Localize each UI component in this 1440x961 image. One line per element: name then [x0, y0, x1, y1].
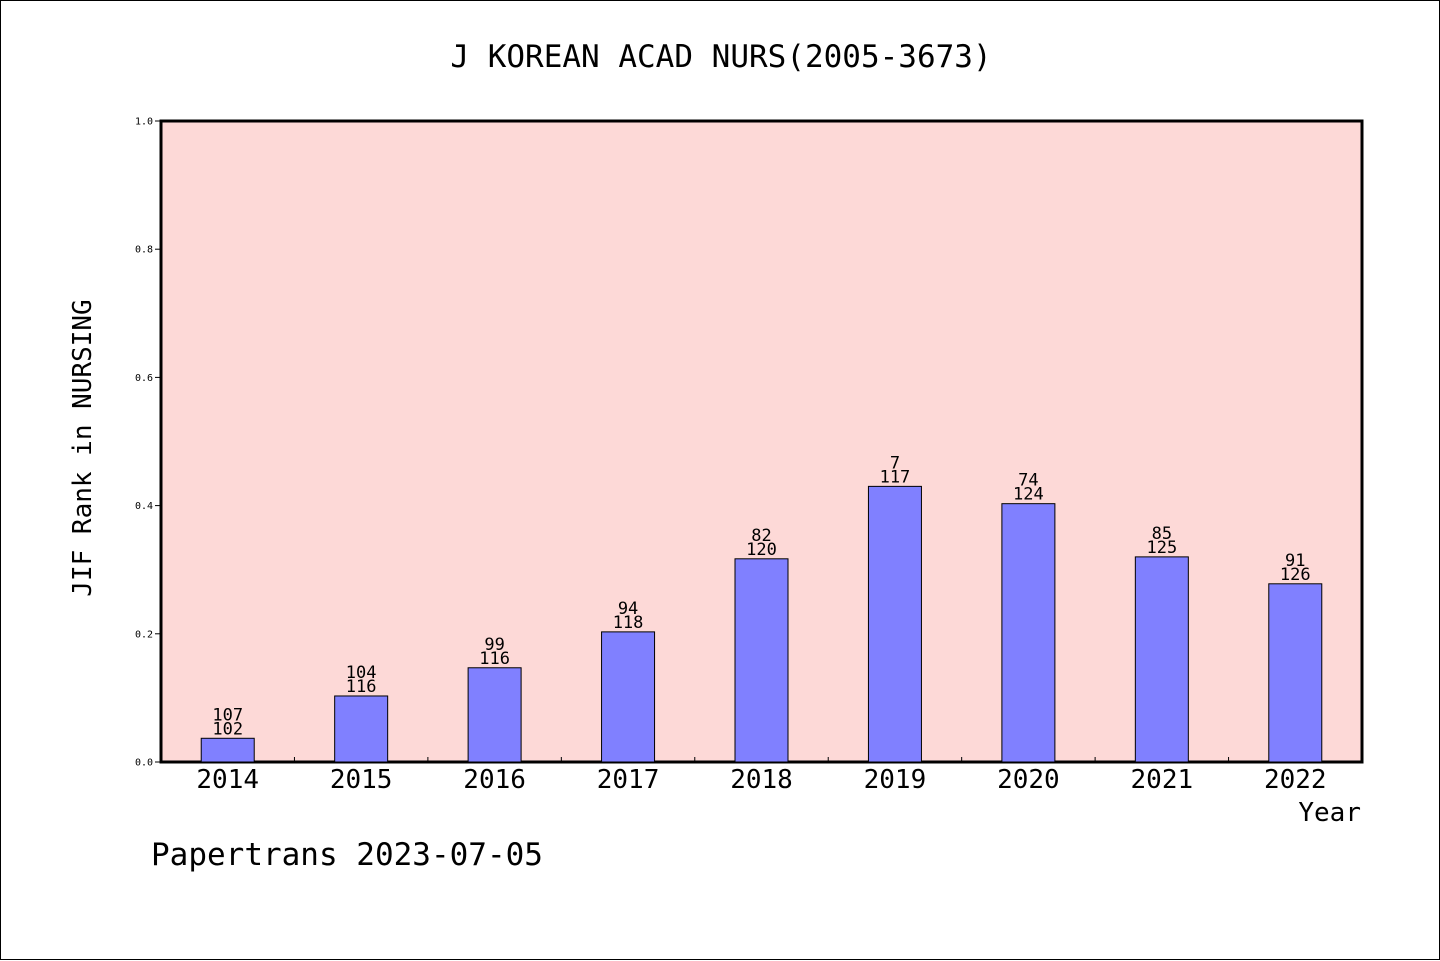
- y-tick-label: 0.6: [135, 373, 153, 384]
- y-tick-label: 0.4: [135, 501, 153, 512]
- chart-title: J KOREAN ACAD NURS(2005-3673): [450, 39, 991, 75]
- x-tick-label: 2016: [463, 765, 526, 795]
- bar-rank-label: 85: [1152, 524, 1172, 544]
- bar-total-label: 126: [1280, 565, 1311, 585]
- bar-2016: [467, 667, 522, 763]
- bar-total-label: 125: [1146, 538, 1177, 558]
- bar-total-label: 124: [1013, 485, 1044, 505]
- x-axis-label: Year: [1298, 798, 1361, 828]
- y-tick-label: 1.0: [135, 117, 153, 128]
- x-tick-label: 2014: [196, 765, 259, 795]
- x-tick-label: 2019: [864, 765, 927, 795]
- bar-2021: [1134, 556, 1189, 763]
- bar-rank-label: 94: [618, 599, 638, 619]
- y-axis-ticks: 0.0 0.2 0.4 0.6 0.8 1.0: [135, 117, 161, 769]
- x-tick-label: 2017: [597, 765, 660, 795]
- x-tick-label: 2021: [1131, 765, 1194, 795]
- x-tick-label: 2020: [997, 765, 1060, 795]
- bar-2022: [1268, 583, 1323, 763]
- bar-rank-label: 104: [346, 663, 377, 683]
- bar-total-label: 116: [479, 649, 510, 669]
- footer-credit: Papertrans 2023-07-05: [151, 837, 543, 873]
- bar-rank-label: 7: [890, 453, 900, 473]
- bar-rank-label: 99: [484, 635, 504, 655]
- y-tick-label: 0.0: [135, 758, 153, 769]
- bar-total-label: 102: [212, 719, 243, 739]
- bar-rank-label: 91: [1285, 551, 1305, 571]
- y-tick-label: 0.8: [135, 245, 153, 256]
- bar-rank-label: 74: [1018, 471, 1038, 491]
- bar-2017: [601, 631, 656, 763]
- bar-2018: [734, 558, 789, 763]
- y-axis-label: JIF Rank in NURSING: [68, 299, 98, 596]
- bar-total-label: 117: [880, 467, 911, 487]
- bars-group: [200, 485, 1323, 763]
- bar-total-label: 118: [613, 613, 644, 633]
- bar-total-label: 120: [746, 540, 777, 560]
- x-axis-ticks: 2014 2015 2016 2017 2018 2019 2020 2021 2022: [196, 757, 1327, 795]
- bar-2015: [334, 695, 389, 763]
- bar-2019: [867, 485, 922, 763]
- x-tick-label: 2015: [330, 765, 393, 795]
- bar-rank-label: 82: [751, 526, 771, 546]
- bar-2014: [200, 737, 255, 763]
- y-tick-label: 0.2: [135, 629, 153, 640]
- bar-total-label: 116: [346, 677, 377, 697]
- x-tick-label: 2022: [1264, 765, 1327, 795]
- x-tick-label: 2018: [730, 765, 793, 795]
- bar-rank-label: 107: [212, 705, 243, 725]
- bar-2020: [1001, 503, 1056, 763]
